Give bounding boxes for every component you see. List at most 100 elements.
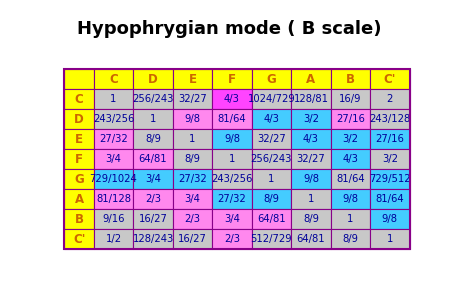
Bar [65, 109, 94, 129]
Text: 2/3: 2/3 [224, 234, 240, 244]
Text: B: B [75, 213, 84, 226]
Bar [212, 129, 252, 149]
Bar [212, 189, 252, 209]
Text: 2/3: 2/3 [185, 214, 201, 224]
Bar [133, 149, 173, 169]
Bar [212, 169, 252, 189]
Text: 1: 1 [347, 214, 353, 224]
Bar [212, 229, 252, 249]
Bar [173, 229, 212, 249]
Bar [212, 109, 252, 129]
Bar [173, 149, 212, 169]
Text: 3/2: 3/2 [342, 134, 358, 144]
Bar [252, 169, 291, 189]
Text: G: G [74, 173, 84, 186]
Text: 64/81: 64/81 [257, 214, 285, 224]
Text: 3/4: 3/4 [145, 174, 161, 184]
Text: 8/9: 8/9 [342, 234, 358, 244]
Bar [370, 189, 409, 209]
Text: 1: 1 [110, 94, 117, 104]
Text: 3/2: 3/2 [382, 154, 398, 164]
Text: 1: 1 [268, 174, 274, 184]
Text: 1: 1 [386, 234, 393, 244]
Text: F: F [75, 153, 83, 166]
Text: Hypophrygian mode ( B scale): Hypophrygian mode ( B scale) [77, 20, 382, 38]
Bar [94, 69, 133, 89]
Bar [291, 109, 330, 129]
Text: 4/3: 4/3 [342, 154, 358, 164]
Bar [370, 169, 409, 189]
Text: 32/27: 32/27 [297, 154, 325, 164]
Bar [291, 69, 330, 89]
Bar [330, 89, 370, 109]
Text: 1/2: 1/2 [106, 234, 122, 244]
Bar [370, 209, 409, 229]
Bar [212, 89, 252, 109]
Text: A: A [75, 193, 84, 206]
Text: 27/16: 27/16 [375, 134, 404, 144]
Bar [173, 109, 212, 129]
Text: 9/8: 9/8 [303, 174, 319, 184]
Bar [65, 69, 94, 89]
Text: 4/3: 4/3 [303, 134, 319, 144]
Bar [330, 69, 370, 89]
Text: 729/1024: 729/1024 [90, 174, 137, 184]
Bar [94, 189, 133, 209]
Text: 243/256: 243/256 [93, 114, 134, 124]
Bar [173, 209, 212, 229]
Bar [133, 169, 173, 189]
Text: C': C' [73, 233, 85, 246]
Text: 1: 1 [308, 194, 314, 204]
Text: E: E [75, 133, 83, 146]
Bar [291, 129, 330, 149]
Bar [173, 189, 212, 209]
Text: 32/27: 32/27 [178, 94, 207, 104]
Text: 4/3: 4/3 [224, 94, 240, 104]
Text: 4/3: 4/3 [263, 114, 280, 124]
Bar [65, 149, 94, 169]
Text: 64/81: 64/81 [139, 154, 168, 164]
Bar [330, 209, 370, 229]
Bar [133, 229, 173, 249]
Text: 3/4: 3/4 [185, 194, 201, 204]
Text: 27/32: 27/32 [99, 134, 128, 144]
Text: 1: 1 [229, 154, 235, 164]
Bar [94, 109, 133, 129]
Bar [291, 149, 330, 169]
Text: 8/9: 8/9 [145, 134, 161, 144]
Bar [252, 209, 291, 229]
Bar [212, 69, 252, 89]
Text: 81/128: 81/128 [96, 194, 131, 204]
Text: 81/64: 81/64 [218, 114, 246, 124]
Bar [291, 89, 330, 109]
Text: D: D [74, 113, 84, 126]
Bar [94, 209, 133, 229]
Bar [94, 89, 133, 109]
Text: 81/64: 81/64 [336, 174, 364, 184]
Bar [173, 69, 212, 89]
Text: 27/16: 27/16 [336, 114, 365, 124]
Text: 27/32: 27/32 [178, 174, 207, 184]
Text: 9/16: 9/16 [102, 214, 125, 224]
Bar [94, 229, 133, 249]
Text: 512/729: 512/729 [251, 234, 292, 244]
Bar [252, 149, 291, 169]
Bar [330, 169, 370, 189]
Bar [65, 189, 94, 209]
Text: G: G [267, 73, 276, 86]
Text: 9/8: 9/8 [342, 194, 358, 204]
Text: C: C [109, 73, 118, 86]
Bar [370, 149, 409, 169]
Bar [370, 229, 409, 249]
Bar [370, 109, 409, 129]
Text: 256/243: 256/243 [251, 154, 292, 164]
Bar [133, 69, 173, 89]
Bar [212, 209, 252, 229]
Text: 128/81: 128/81 [293, 94, 328, 104]
Bar [94, 129, 133, 149]
Text: 1024/729: 1024/729 [247, 94, 295, 104]
Text: 9/8: 9/8 [224, 134, 240, 144]
Bar [133, 89, 173, 109]
Text: 9/8: 9/8 [185, 114, 201, 124]
Text: 243/128: 243/128 [369, 114, 410, 124]
